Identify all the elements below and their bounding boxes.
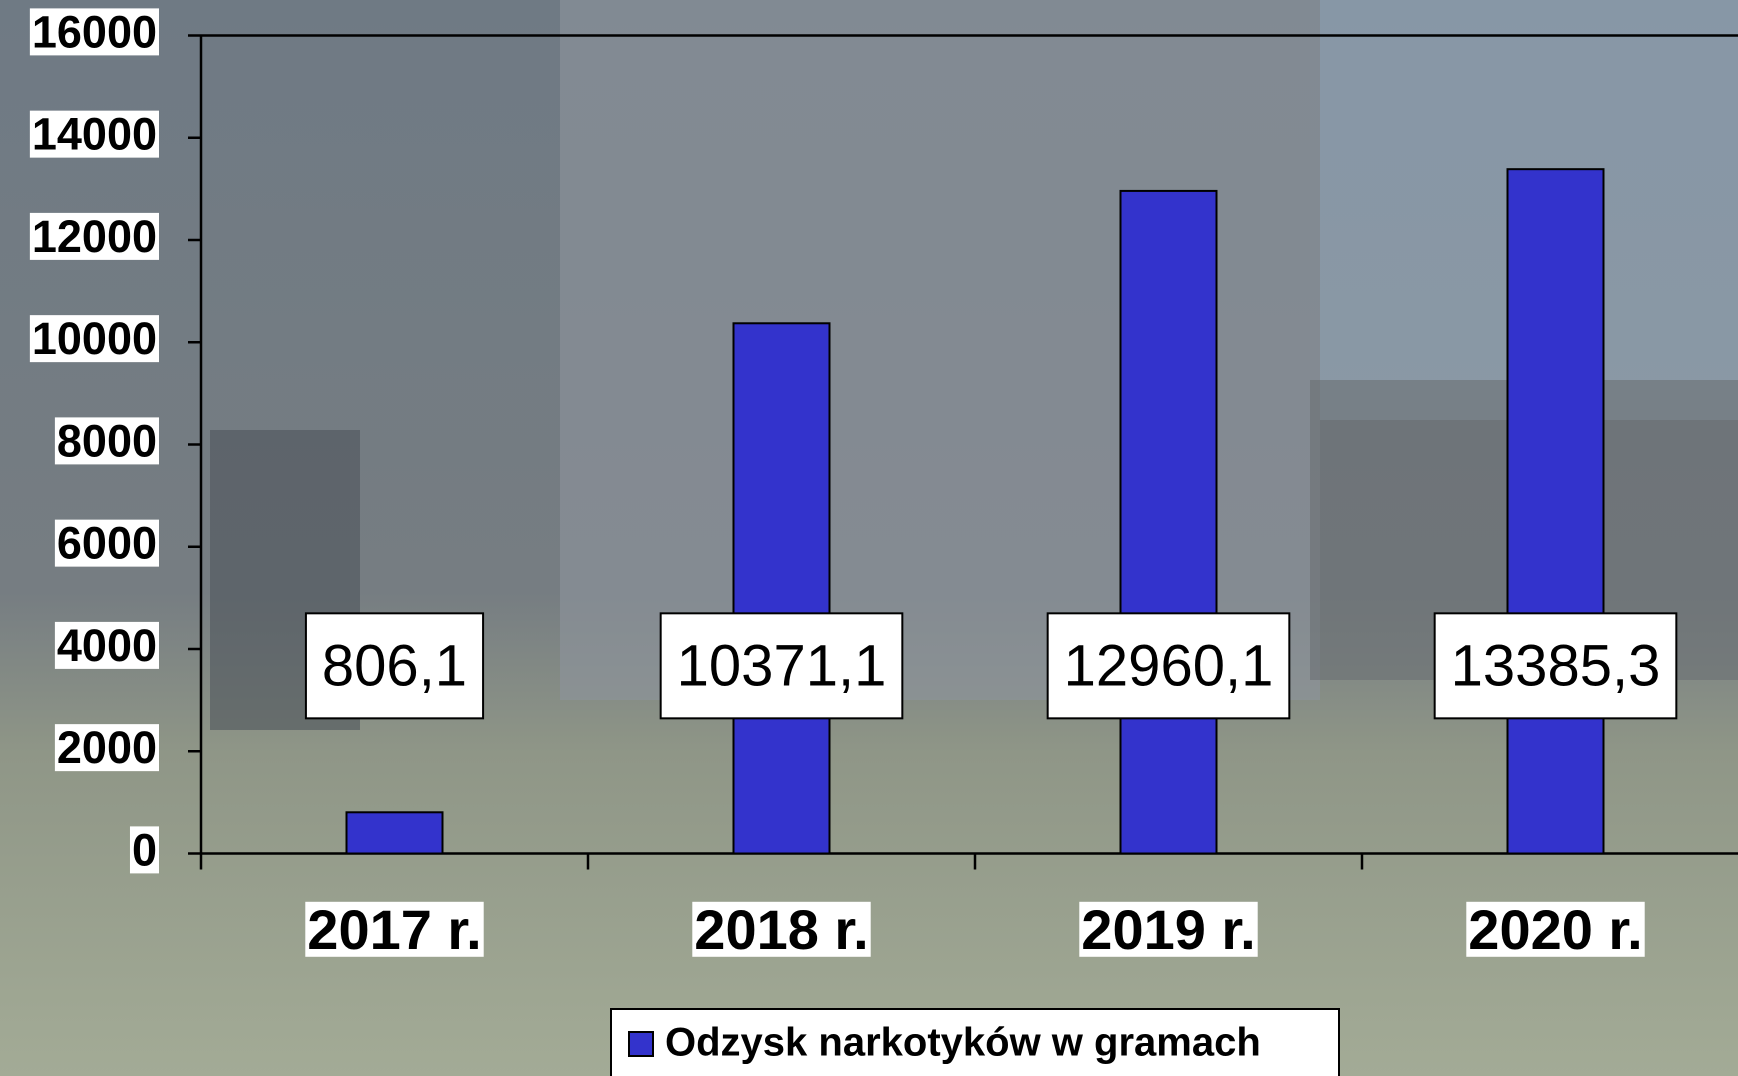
x-tick-label: 2020 r. xyxy=(1468,898,1642,961)
data-label-box xyxy=(1433,612,1678,720)
y-tick-label: 8000 xyxy=(57,415,157,466)
y-tick-label: 4000 xyxy=(57,620,157,671)
data-label: 10371,1 xyxy=(677,633,887,698)
y-tick-label-bg xyxy=(29,110,159,158)
legend-swatch xyxy=(628,1031,654,1057)
y-tick-label: 12000 xyxy=(32,211,157,262)
y-tick-label: 6000 xyxy=(57,518,157,569)
legend-box xyxy=(610,1008,1340,1076)
y-tick-label: 0 xyxy=(132,824,157,875)
y-tick-label: 16000 xyxy=(32,6,157,57)
data-label: 806,1 xyxy=(322,633,467,698)
y-tick-label-bg xyxy=(54,621,159,669)
bar xyxy=(1119,189,1218,855)
data-label: 12960,1 xyxy=(1064,633,1274,698)
bar xyxy=(732,322,831,855)
data-label-box xyxy=(304,612,485,720)
bar xyxy=(345,811,444,855)
x-tick-label: 2017 r. xyxy=(307,898,481,961)
data-label: 13385,3 xyxy=(1451,633,1661,698)
legend-label: Odzysk narkotyków w gramach xyxy=(665,1021,1261,1065)
y-tick-label: 14000 xyxy=(32,109,157,160)
x-tick-label-bg xyxy=(305,901,484,957)
y-tick-label-bg xyxy=(54,417,159,465)
y-tick-label-bg xyxy=(29,212,159,260)
y-tick-label-bg xyxy=(54,519,159,567)
y-tick-label: 2000 xyxy=(57,722,157,773)
bar xyxy=(1506,168,1605,855)
y-tick-label: 10000 xyxy=(32,313,157,364)
y-tick-label-bg xyxy=(54,724,159,772)
x-tick-label: 2018 r. xyxy=(694,898,868,961)
y-tick-label-bg xyxy=(129,826,159,874)
data-label-box xyxy=(659,612,904,720)
x-tick-label-bg xyxy=(1079,901,1258,957)
y-tick-label-bg xyxy=(29,315,159,363)
x-tick-label: 2019 r. xyxy=(1081,898,1255,961)
data-label-box xyxy=(1046,612,1291,720)
x-tick-label-bg xyxy=(1466,901,1645,957)
x-tick-label-bg xyxy=(692,901,871,957)
y-tick-label-bg xyxy=(29,8,159,56)
